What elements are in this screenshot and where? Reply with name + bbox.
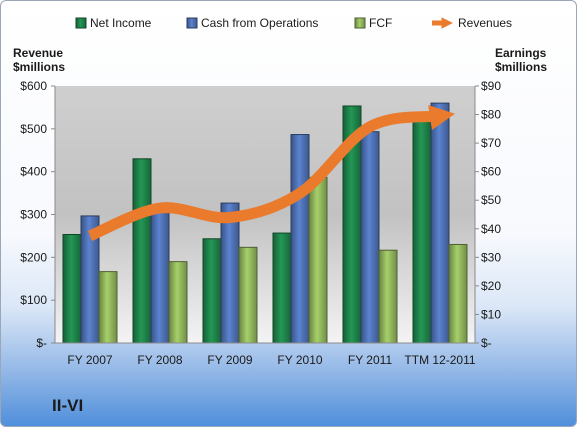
revenues-line bbox=[87, 104, 456, 242]
x-tick-label-0: FY 2007 bbox=[67, 353, 112, 367]
legend-label-1: Cash from Operations bbox=[201, 16, 318, 30]
legend: Net Income Cash from Operations FCF Revenue… bbox=[75, 16, 512, 30]
bar-cash-from-operations-5 bbox=[430, 102, 450, 344]
right-tick-label-7: $70 bbox=[481, 136, 501, 150]
bar-fcf-3 bbox=[308, 176, 328, 344]
company-name: II-VI bbox=[52, 396, 84, 415]
bar-net-income-5 bbox=[412, 119, 432, 344]
left-tick-label-6: $600 bbox=[20, 79, 47, 93]
left-tick-label-5: $500 bbox=[20, 122, 47, 136]
left-axis-title-line2: $millions bbox=[13, 60, 65, 74]
right-tick-label-5: $50 bbox=[481, 193, 501, 207]
bar-cash-from-operations-4 bbox=[360, 131, 380, 344]
left-tick-label-1: $100 bbox=[20, 293, 47, 307]
bar-cash-from-operations-3 bbox=[290, 134, 310, 344]
bar-cash-from-operations-1 bbox=[150, 211, 170, 344]
left-axis-title-line1: Revenue bbox=[13, 46, 63, 60]
right-tick-label-6: $60 bbox=[481, 165, 501, 179]
legend-label-2: FCF bbox=[369, 16, 392, 30]
right-tick-label-4: $40 bbox=[481, 222, 501, 236]
left-tick-label-2: $200 bbox=[20, 250, 47, 264]
bar-net-income-3 bbox=[272, 232, 292, 344]
right-tick-label-1: $10 bbox=[481, 307, 501, 321]
bar-fcf-5 bbox=[448, 243, 468, 344]
x-tick-label-3: FY 2010 bbox=[277, 353, 322, 367]
right-tick-label-2: $20 bbox=[481, 279, 501, 293]
legend-swatch-0 bbox=[75, 17, 87, 29]
x-tick-label-4: FY 2011 bbox=[348, 353, 393, 367]
legend-label-revenues: Revenues bbox=[458, 16, 512, 30]
legend-label-0: Net Income bbox=[90, 16, 152, 30]
x-tick-label-5: TTM 12-2011 bbox=[404, 353, 475, 367]
legend-swatch-1 bbox=[186, 17, 198, 29]
x-tick-label-2: FY 2009 bbox=[207, 353, 252, 367]
x-tick-label-1: FY 2008 bbox=[137, 353, 182, 367]
right-axis-title-line2: $millions bbox=[495, 60, 547, 74]
bar-net-income-1 bbox=[132, 158, 152, 344]
right-tick-label-9: $90 bbox=[481, 79, 501, 93]
bar-fcf-4 bbox=[378, 249, 398, 344]
left-tick-label-0: $- bbox=[36, 336, 47, 350]
bar-cash-from-operations-2 bbox=[220, 202, 240, 344]
left-tick-label-4: $400 bbox=[20, 165, 47, 179]
right-tick-label-0: $- bbox=[481, 336, 492, 350]
bar-fcf-2 bbox=[238, 246, 258, 344]
right-tick-label-8: $80 bbox=[481, 108, 501, 122]
bar-fcf-1 bbox=[168, 261, 188, 344]
left-tick-label-3: $300 bbox=[20, 208, 47, 222]
right-axis-title-line1: Earnings bbox=[495, 46, 547, 60]
bar-net-income-2 bbox=[202, 238, 222, 344]
right-tick-label-3: $30 bbox=[481, 250, 501, 264]
bar-net-income-0 bbox=[62, 233, 82, 344]
bar-fcf-0 bbox=[98, 271, 118, 344]
legend-swatch-2 bbox=[354, 17, 366, 29]
